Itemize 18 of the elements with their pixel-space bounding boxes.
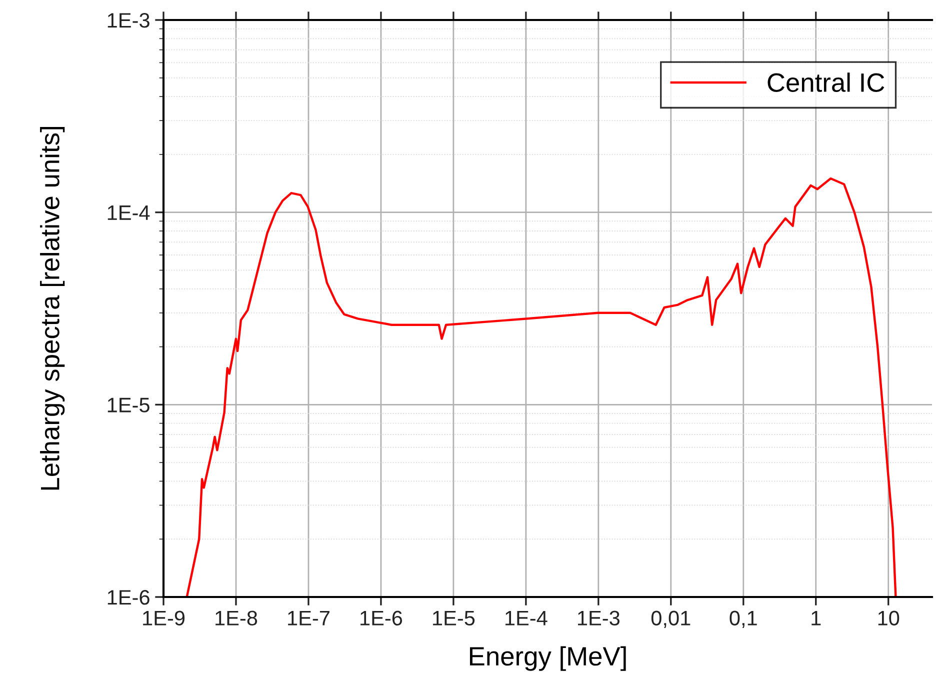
x-tick-label: 1E-9 [143,610,185,626]
x-tick-label: 1E-3 [578,610,620,626]
y-tick-label: 1E-5 [108,398,150,412]
y-tick-label: 1E-4 [108,206,150,220]
x-tick-label: 0,1 [730,610,757,628]
y-tick-label: 1E-3 [108,13,150,28]
x-tick-label: 1E-6 [360,610,402,626]
x-tick-label: 0,01 [651,610,690,628]
x-tick-label: 1E-4 [506,610,548,626]
y-axis-title: Lethargy spectra [relative units] [40,127,65,490]
x-tick-label: 1 [812,610,821,626]
x-tick-label: 10 [878,610,900,626]
x-axis-title: Energy [MeV] [470,646,626,671]
x-tick-label: 1E-7 [288,610,330,626]
y-tick-label: 1E-6 [108,590,150,605]
legend-label: Central IC [768,72,884,92]
x-tick-label: 1E-5 [433,610,475,626]
x-tick-label: 1E-8 [216,610,258,626]
